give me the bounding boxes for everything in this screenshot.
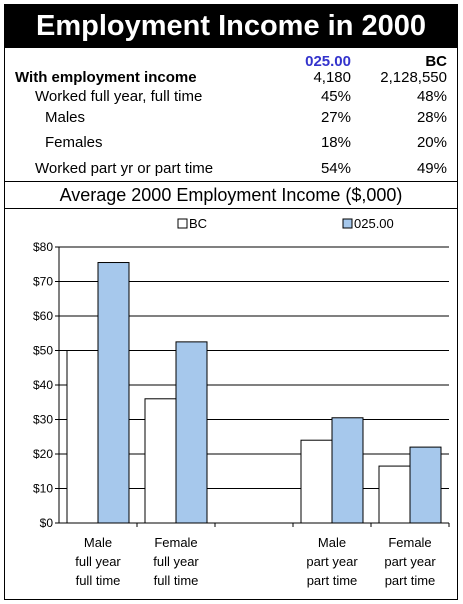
- stats-row-value-area: 27%: [320, 109, 351, 126]
- x-tick-label: Male: [318, 535, 346, 550]
- legend-label: 025.00: [354, 216, 394, 231]
- x-tick-label: part year: [384, 554, 436, 569]
- y-tick-label: $20: [33, 447, 53, 461]
- employment-income-panel: Employment Income in 2000 025.00 BC With…: [4, 4, 458, 600]
- y-tick-label: $0: [40, 516, 54, 530]
- legend-swatch: [342, 218, 353, 229]
- income-bar-chart: $0 $10 $20 $30 $40 $50 $60 $70 $80 Male full year f…: [33, 216, 450, 588]
- bar: [66, 350, 99, 524]
- stats-row-value-area: 54%: [320, 160, 351, 177]
- stats-table: 025.00 BC With employment income 4,180 2…: [5, 48, 457, 181]
- stats-row: With employment income 4,180 2,128,550: [5, 68, 457, 88]
- stats-row-value-bc: 2,128,550: [380, 69, 447, 86]
- y-tick-label: $60: [33, 309, 53, 323]
- stats-row-value-area: 45%: [320, 88, 351, 105]
- bar: [97, 262, 130, 524]
- chart-title: Average 2000 Employment Income ($,000): [5, 181, 457, 209]
- y-tick-label: $80: [33, 240, 53, 254]
- y-tick-label: $70: [33, 275, 53, 289]
- bar: [378, 465, 411, 524]
- x-tick-label: full time: [76, 573, 121, 588]
- column-header-bc: BC: [425, 53, 447, 70]
- x-tick-label: part year: [306, 554, 358, 569]
- stats-row: Worked full year, full time 45% 48%: [5, 87, 457, 107]
- stats-row-value-bc: 48%: [416, 88, 447, 105]
- stats-row-value-area: 4,180: [313, 69, 351, 86]
- stats-row: Worked part yr or part time 54% 49%: [5, 159, 457, 179]
- stats-row-label: Males: [45, 109, 86, 126]
- bar: [144, 398, 177, 524]
- bar: [409, 446, 442, 524]
- stats-row-label: Worked part yr or part time: [35, 160, 214, 177]
- x-tick-label: Female: [388, 535, 431, 550]
- x-tick-label: full year: [153, 554, 199, 569]
- x-tick-label: full year: [75, 554, 121, 569]
- stats-header-row: 025.00 BC: [5, 52, 457, 72]
- stats-row-value-bc: 28%: [416, 109, 447, 126]
- y-tick-label: $50: [33, 344, 53, 358]
- x-tick-label: Male: [84, 535, 112, 550]
- x-tick-label: part time: [307, 573, 358, 588]
- legend-label: BC: [189, 216, 207, 231]
- x-tick-label: Female: [154, 535, 197, 550]
- stats-row-label: Worked full year, full time: [35, 88, 203, 105]
- bar: [300, 439, 333, 524]
- y-tick-label: $10: [33, 482, 53, 496]
- bar: [175, 341, 208, 524]
- panel-title: Employment Income in 2000: [5, 5, 457, 48]
- x-tick-label: full time: [154, 573, 199, 588]
- stats-row-label: Females: [45, 134, 103, 151]
- stats-row-label: With employment income: [15, 69, 197, 86]
- y-tick-label: $40: [33, 378, 53, 392]
- stats-row-value-bc: 49%: [416, 160, 447, 177]
- bar: [331, 417, 364, 524]
- x-tick-label: part time: [385, 573, 436, 588]
- column-header-area: 025.00: [305, 53, 351, 70]
- y-tick-label: $30: [33, 413, 53, 427]
- legend-swatch: [177, 218, 188, 229]
- stats-row-value-bc: 20%: [416, 134, 447, 151]
- stats-row: Females 18% 20%: [5, 133, 457, 153]
- stats-row-value-area: 18%: [320, 134, 351, 151]
- stats-row: Males 27% 28%: [5, 108, 457, 128]
